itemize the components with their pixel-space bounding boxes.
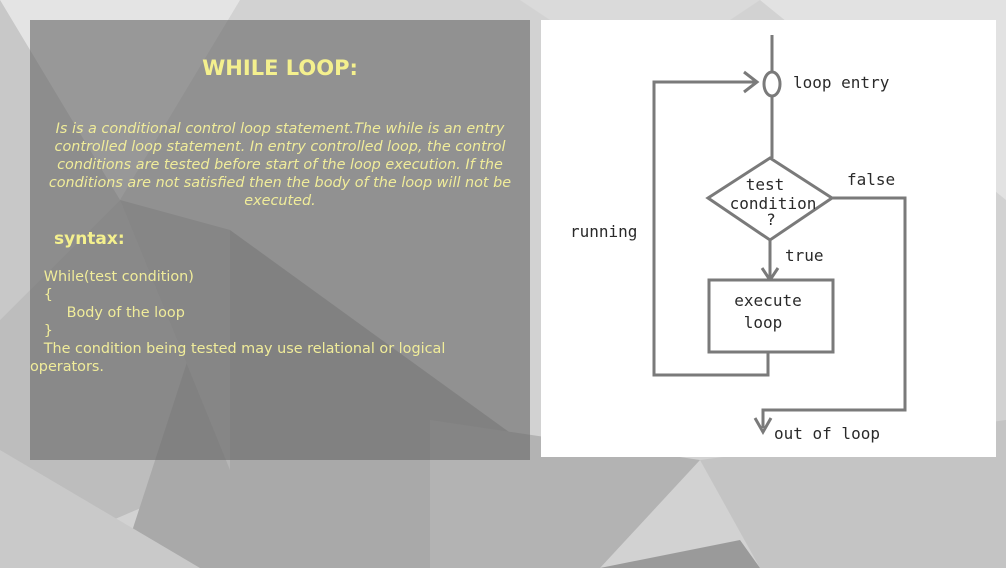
loop-entry-node xyxy=(764,72,780,96)
code-line: While(test condition) xyxy=(30,268,530,286)
code-line: Body of the loop xyxy=(30,304,530,322)
execute-label-line: loop xyxy=(744,313,783,332)
while-loop-flowchart: loop entry test condition ? false out of… xyxy=(541,20,996,457)
code-line: The condition being tested may use relat… xyxy=(30,340,530,358)
condition-label-line: test xyxy=(746,175,785,194)
flowchart-panel: loop entry test condition ? false out of… xyxy=(541,20,996,457)
execute-label-line: execute xyxy=(734,291,801,310)
code-line: operators. xyxy=(30,358,530,376)
syntax-code-block: While(test condition) { Body of the loop… xyxy=(30,268,530,376)
false-label: false xyxy=(847,170,895,189)
out-of-loop-label: out of loop xyxy=(774,424,880,443)
running-label: running xyxy=(570,222,637,241)
slide-title: WHILE LOOP: xyxy=(30,56,530,80)
true-label: true xyxy=(785,246,824,265)
syntax-heading: syntax: xyxy=(54,229,125,249)
loop-description: Is is a conditional control loop stateme… xyxy=(34,120,526,210)
code-line: { xyxy=(30,286,530,304)
description-panel: WHILE LOOP: Is is a conditional control … xyxy=(30,20,530,460)
condition-label-line: ? xyxy=(766,210,776,229)
loop-entry-label: loop entry xyxy=(793,73,890,92)
code-line: } xyxy=(30,322,530,340)
